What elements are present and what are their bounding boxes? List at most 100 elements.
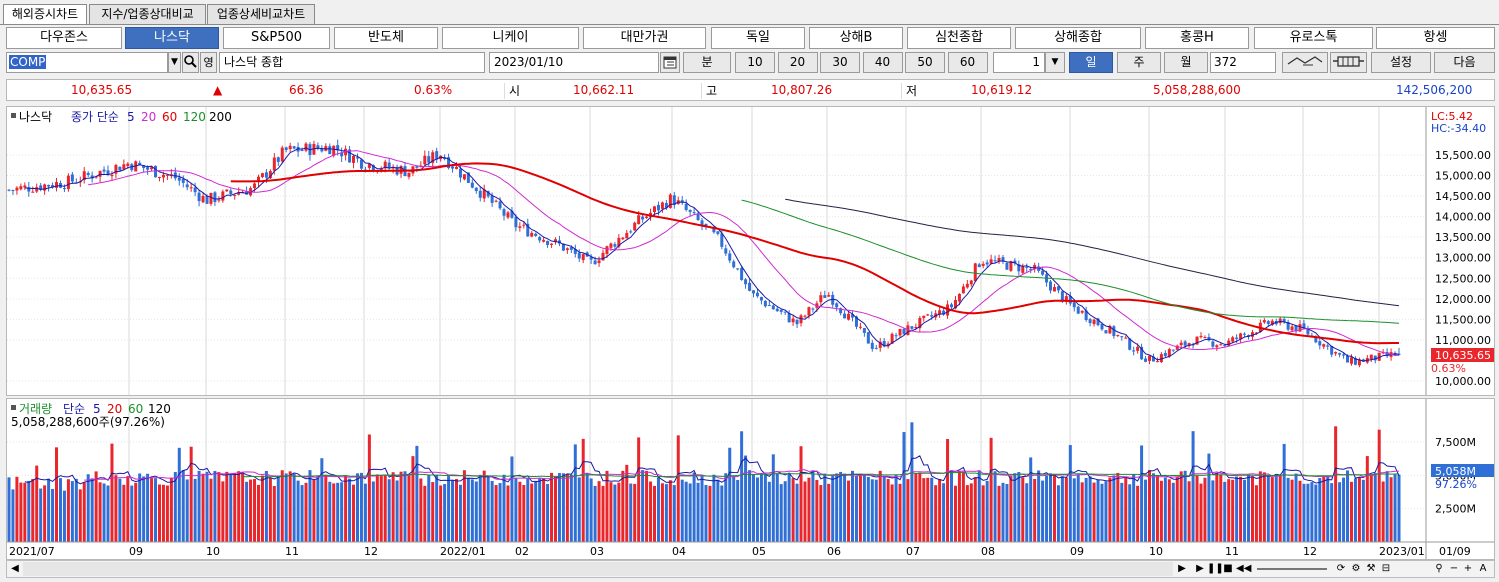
candle-body-81: [328, 146, 332, 155]
candle-body-318: [1266, 321, 1270, 324]
volume-bar-216: [862, 475, 866, 542]
scroll-track[interactable]: [23, 562, 1173, 576]
market-button-10[interactable]: 홍콩H: [1145, 27, 1249, 49]
volume-bar-256: [1021, 477, 1025, 542]
cycle-icon[interactable]: ⟳: [1336, 563, 1346, 574]
volume-bar-301: [1199, 483, 1203, 542]
volume-bar-232: [926, 477, 930, 542]
code-dropdown-button[interactable]: ▼: [168, 52, 181, 73]
market-button-1[interactable]: 나스닥: [125, 27, 219, 49]
market-button-12[interactable]: 항셍: [1376, 27, 1495, 49]
volume-bar-139: [557, 473, 561, 542]
search-icon[interactable]: [182, 52, 199, 73]
candle-body-158: [633, 222, 637, 231]
minute-button[interactable]: 분: [683, 52, 731, 73]
volume-bar-321: [1278, 475, 1282, 542]
volume-bar-43: [177, 447, 181, 542]
price-chart-panel[interactable]: 15,500.00 15,000.00 14,500.00 14,000.00 13,5…: [6, 106, 1495, 396]
xaxis-label-9: 05: [752, 545, 766, 558]
market-button-6[interactable]: 독일: [711, 27, 805, 49]
rewind-icon[interactable]: ◀◀: [1236, 563, 1252, 574]
interval-button-10[interactable]: 10: [735, 52, 775, 73]
volume-bar-153: [613, 484, 617, 542]
candle-body-326: [1298, 324, 1302, 332]
zoom-in-icon[interactable]: +: [1463, 563, 1473, 574]
volume-bar-58: [237, 471, 241, 542]
tools-icon[interactable]: ⚒: [1366, 563, 1376, 574]
settings-button[interactable]: 설정: [1371, 52, 1431, 73]
candle-body-327: [1302, 323, 1306, 329]
candle-body-256: [1021, 265, 1025, 273]
tab-overseas-chart[interactable]: 해외증시차트: [3, 4, 87, 25]
vol-ytick-0: 7,500M: [1435, 436, 1476, 449]
candle-body-26: [110, 174, 114, 177]
volume-bar-309: [1231, 479, 1235, 542]
trend-line-icon[interactable]: [1282, 52, 1328, 73]
candle-body-168: [672, 195, 676, 205]
stop-icon[interactable]: ■: [1223, 563, 1233, 574]
period-button-2[interactable]: 월: [1164, 52, 1208, 73]
market-button-4[interactable]: 니케이: [442, 27, 579, 49]
volume-bar-294: [1171, 482, 1175, 542]
price-chart[interactable]: 15,500.00 15,000.00 14,500.00 14,000.00 13,5…: [7, 107, 1494, 395]
volume-bar-254: [1013, 473, 1017, 542]
font-size-icon[interactable]: A: [1479, 563, 1487, 574]
interval-button-60[interactable]: 60: [947, 52, 988, 73]
xaxis-label-1: 09: [129, 545, 143, 558]
volume-bar-104: [419, 478, 423, 542]
market-button-5[interactable]: 대만가권: [583, 27, 706, 49]
volume-bar-67: [272, 485, 276, 542]
market-button-2[interactable]: S&P500: [223, 27, 330, 49]
volume-bar-107: [431, 482, 435, 542]
gear-icon[interactable]: ⚙: [1351, 563, 1361, 574]
volume-bar-95: [383, 475, 387, 542]
play-icon[interactable]: ▶: [1196, 563, 1204, 574]
period-button-1[interactable]: 주: [1117, 52, 1161, 73]
candle-body-50: [205, 195, 209, 204]
market-button-11[interactable]: 유로스톡: [1254, 27, 1373, 49]
scroll-left-icon[interactable]: ◀: [11, 563, 19, 574]
market-button-9[interactable]: 상해종합: [1015, 27, 1141, 49]
date-input[interactable]: 2023/01/10: [489, 52, 659, 73]
count1-input[interactable]: 1: [993, 52, 1045, 73]
volume-bar-99: [399, 471, 403, 542]
zoom-slider[interactable]: [1257, 568, 1327, 570]
tab-sector-compare[interactable]: 업종상세비교차트: [207, 4, 315, 24]
next-button[interactable]: 다음: [1434, 52, 1495, 73]
calendar-icon[interactable]: [660, 52, 680, 73]
split-icon[interactable]: ⊟: [1381, 563, 1391, 574]
current-price-box: [1431, 348, 1494, 362]
pause-icon[interactable]: ❚❚: [1207, 563, 1224, 574]
candle-body-171: [684, 203, 688, 211]
interval-button-50[interactable]: 50: [905, 52, 945, 73]
candle-body-211: [843, 313, 847, 319]
candle-body-302: [1203, 337, 1207, 339]
tab-index-compare[interactable]: 지수/업종상대비교: [89, 4, 206, 24]
memo-icon[interactable]: 영: [200, 52, 217, 73]
code-input[interactable]: COMP: [6, 52, 168, 73]
period-button-0[interactable]: 일: [1069, 52, 1113, 73]
volume-bar-23: [98, 482, 102, 542]
zoom-out-icon[interactable]: −: [1449, 563, 1459, 574]
market-button-3[interactable]: 반도체: [334, 27, 438, 49]
interval-button-30[interactable]: 30: [820, 52, 860, 73]
interval-button-40[interactable]: 40: [862, 52, 903, 73]
candle-body-251: [1001, 257, 1005, 262]
horizontal-scrollbar[interactable]: ◀ ▶ ▶ ❚❚ ■ ◀◀ ⟳ ⚙ ⚒ ⊟ ⚲ − + A: [6, 560, 1495, 578]
chart-type-icon[interactable]: [1330, 52, 1367, 73]
volume-bar-186: [744, 455, 748, 542]
scroll-right-icon[interactable]: ▶: [1178, 563, 1186, 574]
magnifier-icon[interactable]: ⚲: [1435, 563, 1443, 574]
interval-button-20[interactable]: 20: [777, 52, 818, 73]
market-button-8[interactable]: 심천종합: [907, 27, 1011, 49]
count1-spin-button[interactable]: ▼: [1045, 52, 1065, 73]
volume-bar-279: [1112, 475, 1116, 542]
count2-input[interactable]: 372: [1210, 52, 1276, 73]
market-button-7[interactable]: 상해B: [809, 27, 903, 49]
volume-bar-46: [189, 446, 193, 542]
volume-bar-305: [1215, 472, 1219, 542]
market-button-0[interactable]: 다우존스: [6, 27, 122, 49]
volume-bar-258: [1029, 457, 1033, 542]
